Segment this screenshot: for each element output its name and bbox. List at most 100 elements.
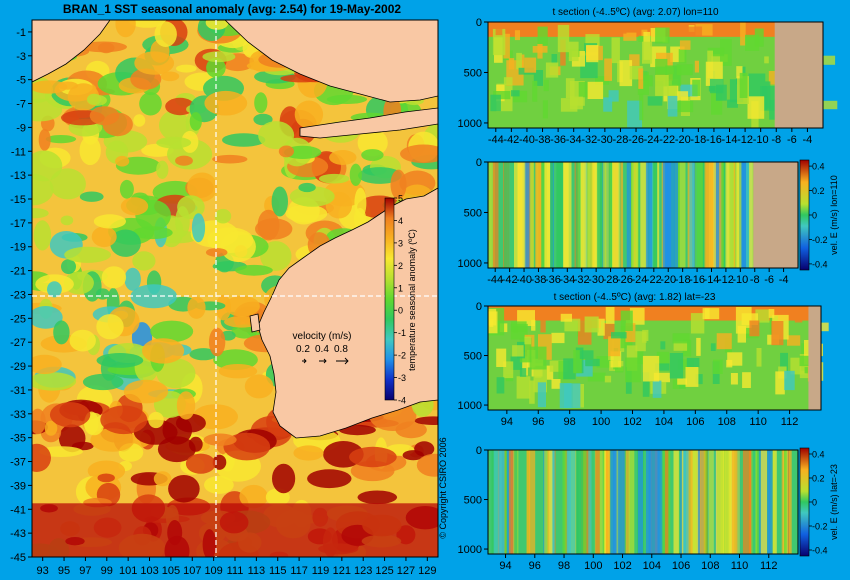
anomaly-patch — [33, 220, 52, 251]
section-cell — [637, 71, 649, 95]
anomaly-patch — [239, 484, 268, 509]
section-cell — [742, 372, 751, 388]
land-lesser-sunda — [299, 107, 438, 139]
colorbar-tick-label: -3 — [398, 373, 406, 383]
anomaly-patch — [44, 420, 58, 436]
section-cell — [764, 56, 769, 64]
section-cell — [522, 352, 528, 376]
section-stripe — [550, 450, 555, 554]
section-stripe — [620, 162, 624, 268]
section-cell — [677, 359, 694, 370]
map-y-tick-label: -43 — [10, 528, 26, 540]
section-stripe — [530, 162, 535, 268]
anomaly-patch — [188, 436, 203, 452]
anomaly-patch — [132, 226, 173, 240]
section-cell — [597, 318, 605, 336]
section-x-tick-label: -8 — [771, 134, 781, 146]
colorbar-tick-label: 1 — [398, 283, 403, 293]
anomaly-patch — [89, 106, 120, 126]
section-cell — [603, 97, 613, 112]
anomaly-patch — [318, 173, 350, 184]
section-cell — [532, 80, 538, 102]
section-cell — [516, 52, 522, 70]
section-cell — [711, 87, 723, 115]
section-cell — [685, 367, 699, 387]
anomaly-patch — [32, 150, 63, 182]
section-panels: t section (-4..5ºC) (avg: 2.07) lon=110 -… — [458, 7, 839, 572]
anomaly-patch — [159, 110, 190, 141]
section-cell — [587, 372, 606, 382]
section-cell — [642, 355, 660, 382]
anomaly-patch — [212, 154, 248, 164]
section-stripe — [760, 450, 767, 554]
anomaly-patch — [120, 197, 149, 216]
section-stripe — [694, 162, 703, 268]
anomaly-patch — [358, 167, 402, 184]
section-stripe — [742, 450, 752, 554]
anomaly-patch — [253, 113, 273, 126]
section-cell — [511, 90, 520, 97]
section-stripe — [681, 450, 684, 554]
anomaly-patch — [357, 129, 388, 157]
section-stripe — [581, 450, 587, 554]
section-cell — [551, 54, 558, 64]
anomaly-patch — [205, 248, 228, 257]
section-stripe — [576, 450, 584, 554]
section-stripe — [493, 450, 502, 554]
anomaly-patch — [205, 20, 229, 30]
anomaly-patch — [357, 490, 398, 505]
anomaly-patch — [153, 471, 172, 487]
section-cell — [490, 94, 501, 112]
section-stripe — [689, 162, 695, 268]
anomaly-patch — [69, 329, 96, 352]
land-java — [210, 20, 438, 103]
section-stripe — [733, 162, 736, 268]
section-cell — [673, 341, 688, 351]
section-stripe — [586, 162, 590, 268]
section-cell — [488, 308, 497, 326]
section-cell — [545, 62, 559, 78]
section-cell — [696, 337, 701, 356]
section-cell — [647, 96, 663, 106]
section-cell — [496, 348, 507, 367]
map-y-tick-label: -21 — [10, 266, 26, 278]
section-cell — [559, 383, 572, 409]
section-cell — [639, 93, 644, 121]
section-stripe — [522, 162, 530, 268]
section-cell — [680, 84, 698, 97]
section-stripe — [728, 162, 735, 268]
section-stripe — [716, 450, 724, 554]
section-cell — [707, 47, 725, 57]
velocity-key-value-2: 0.4 — [315, 344, 329, 355]
section-cell — [727, 99, 738, 108]
section-cell — [655, 363, 670, 371]
section-cell — [587, 81, 604, 99]
velocity-key-title: velocity (m/s) — [293, 331, 352, 342]
section-stripe — [544, 450, 549, 554]
section-stripe — [612, 162, 620, 268]
section-cell — [635, 331, 646, 352]
map-x-tick-label: 95 — [58, 565, 70, 577]
section-cell — [595, 76, 610, 85]
section-x-tick-label: 100 — [584, 560, 602, 572]
map-x-tick-label: 123 — [354, 565, 372, 577]
section-cell — [690, 313, 705, 334]
section-stripe — [699, 450, 706, 554]
section-cell — [736, 66, 743, 79]
map-x-tick-label: 111 — [227, 565, 244, 577]
section-x-tick-label: -16 — [689, 274, 705, 286]
section-cell — [551, 332, 565, 344]
section-cell — [495, 25, 503, 36]
section-cell — [702, 308, 720, 320]
velocity-colorbar-tick-label: 0.2 — [812, 186, 825, 196]
section-cell — [619, 60, 633, 87]
section-y-tick-label: 0 — [476, 157, 482, 169]
section-stripe — [713, 162, 720, 268]
section-cell — [512, 345, 524, 357]
section-cell — [531, 319, 536, 331]
section-stripe — [514, 162, 519, 268]
anomaly-patch — [187, 296, 206, 319]
section-cell — [537, 382, 546, 408]
section-cell — [784, 370, 795, 391]
section-cell — [605, 307, 615, 324]
